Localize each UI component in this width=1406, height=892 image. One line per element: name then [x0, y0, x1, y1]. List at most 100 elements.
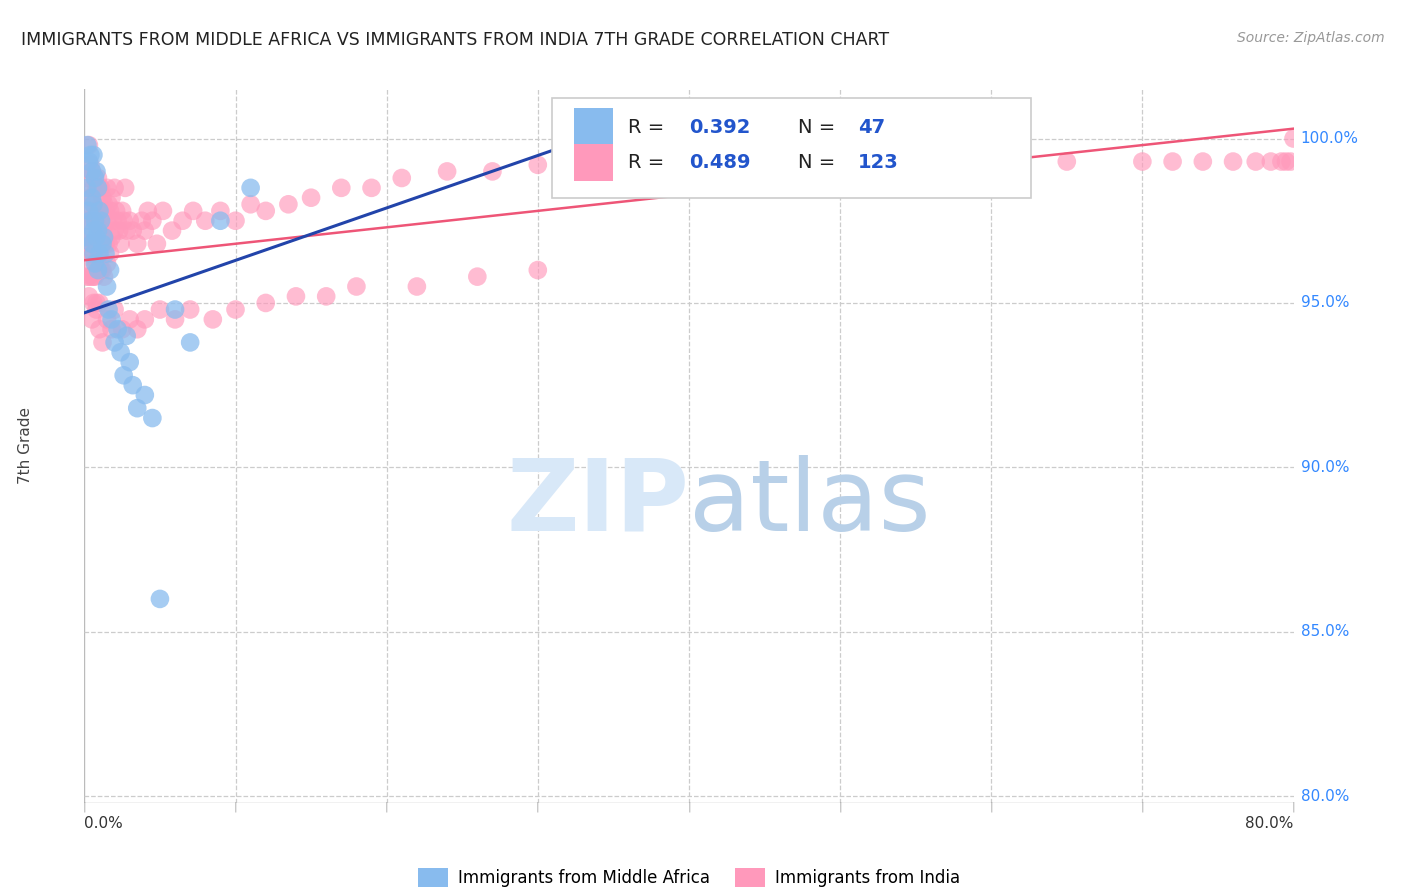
Point [80, 236, 103, 251]
Point [1260, 154, 1282, 169]
Point [84, 236, 107, 251]
Point [80, 164, 103, 178]
Point [105, 203, 128, 218]
Point [108, 224, 131, 238]
Point [1279, 154, 1302, 169]
Point [104, 335, 127, 350]
Point [96, 279, 118, 293]
Text: |: | [688, 802, 690, 813]
Text: N =: N = [797, 118, 841, 136]
Point [406, 279, 429, 293]
Point [100, 322, 122, 336]
Point [330, 181, 353, 195]
Point [80, 191, 103, 205]
Point [111, 203, 134, 218]
Point [360, 181, 382, 195]
Point [79, 213, 101, 227]
Point [97, 302, 120, 317]
Point [146, 236, 169, 251]
Point [87, 181, 110, 195]
Point [77, 289, 100, 303]
Point [134, 312, 156, 326]
Point [141, 213, 163, 227]
Point [77, 138, 100, 153]
Point [98, 246, 121, 260]
Text: ZIP: ZIP [506, 455, 689, 551]
Point [1056, 154, 1078, 169]
Point [87, 263, 110, 277]
Point [93, 230, 115, 244]
Point [82, 296, 104, 310]
Point [82, 224, 104, 238]
Point [86, 256, 108, 270]
Text: |: | [838, 802, 842, 813]
Point [115, 328, 138, 343]
Point [1161, 154, 1184, 169]
Point [225, 302, 247, 317]
Point [90, 181, 112, 195]
Point [110, 236, 132, 251]
Point [112, 368, 135, 383]
Point [239, 197, 262, 211]
Point [225, 213, 247, 227]
Point [86, 302, 108, 317]
FancyBboxPatch shape [553, 98, 1031, 198]
Text: 85.0%: 85.0% [1301, 624, 1348, 640]
Point [80, 312, 103, 326]
Point [76, 171, 98, 186]
Legend: Immigrants from Middle Africa, Immigrants from India: Immigrants from Middle Africa, Immigrant… [411, 861, 967, 892]
Point [76, 230, 98, 244]
Point [79, 158, 101, 172]
Point [163, 312, 186, 326]
Text: 7th Grade: 7th Grade [18, 408, 32, 484]
Text: R =: R = [628, 118, 671, 136]
Point [118, 213, 141, 227]
Point [1244, 154, 1267, 169]
Point [467, 269, 489, 284]
Text: 90.0%: 90.0% [1301, 460, 1348, 475]
Point [127, 401, 149, 416]
Point [91, 224, 114, 238]
Point [134, 388, 156, 402]
Point [980, 154, 1002, 169]
Point [111, 322, 134, 336]
Point [1222, 154, 1244, 169]
Text: |: | [385, 802, 388, 813]
Point [107, 213, 129, 227]
Point [76, 181, 98, 195]
Point [75, 230, 97, 244]
Point [84, 256, 107, 270]
Point [115, 224, 138, 238]
Point [79, 203, 101, 218]
Point [141, 411, 163, 425]
Point [97, 236, 120, 251]
Point [100, 191, 122, 205]
Point [904, 154, 927, 169]
Text: atlas: atlas [689, 455, 931, 551]
Point [163, 302, 186, 317]
Point [91, 236, 114, 251]
Point [315, 289, 337, 303]
Point [82, 148, 104, 162]
Point [104, 181, 127, 195]
Point [121, 378, 143, 392]
Point [86, 296, 108, 310]
Point [526, 263, 548, 277]
Point [149, 591, 172, 606]
Text: |: | [83, 802, 86, 813]
Point [89, 181, 111, 195]
Point [239, 181, 262, 195]
Point [77, 191, 100, 205]
Point [149, 302, 172, 317]
Point [152, 203, 174, 218]
Point [91, 263, 114, 277]
Point [82, 246, 104, 260]
Point [201, 312, 224, 326]
Point [84, 203, 107, 218]
Text: 80.0%: 80.0% [1246, 816, 1294, 831]
Point [89, 246, 111, 260]
Point [79, 148, 101, 162]
Point [86, 230, 108, 244]
Point [93, 197, 115, 211]
Point [87, 224, 110, 238]
